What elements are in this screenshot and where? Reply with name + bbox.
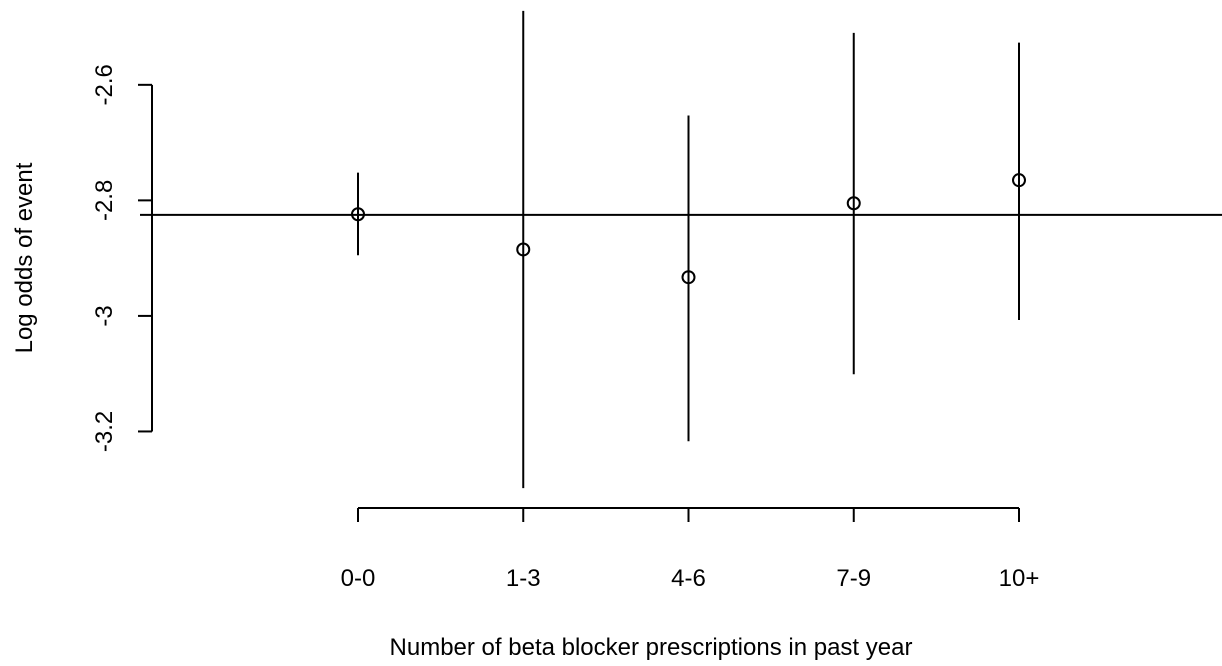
x-tick-label: 10+ [999,565,1040,592]
point [1012,173,1026,188]
x-tick-label: 7-9 [836,565,871,592]
point [351,207,365,222]
y-tick-label: -2.8 [91,180,118,221]
y-axis-title: Log odds of event [11,162,38,353]
x-tick-label: 0-0 [341,565,376,592]
y-tick-label: -3 [91,305,118,326]
point [516,242,531,257]
y-tick-label: -3.2 [91,411,118,452]
x-tick-label: 4-6 [671,565,706,592]
x-tick-label: 1-3 [506,565,541,592]
point [681,270,696,285]
y-tick-label: -2.6 [91,64,118,105]
point [846,196,861,211]
x-axis-title: Number of beta blocker prescriptions in … [390,634,913,661]
